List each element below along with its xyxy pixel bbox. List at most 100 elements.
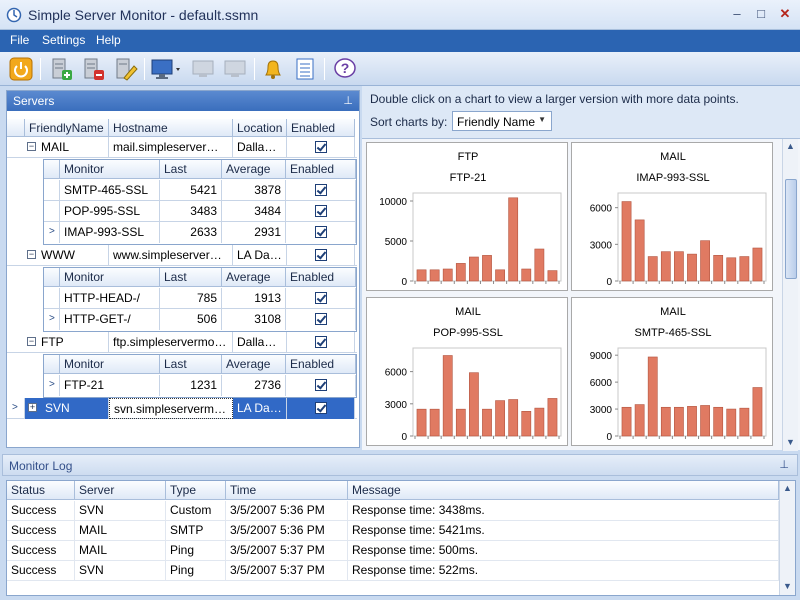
enabled-checkbox[interactable] <box>314 249 327 261</box>
collapse-icon[interactable]: − <box>27 141 36 151</box>
log-status: Success <box>7 501 75 521</box>
collapse-icon[interactable]: − <box>27 336 36 346</box>
col-header-hostname[interactable]: Hostname <box>109 119 233 137</box>
power-icon[interactable] <box>8 56 34 82</box>
add-monitor-icon[interactable] <box>150 56 182 82</box>
chart-title: MAIL <box>455 306 481 318</box>
monitor-row[interactable]: HTTP-HEAD-/ 785 1913 <box>44 288 356 309</box>
y-tick-label: 9000 <box>590 351 613 362</box>
collapse-icon[interactable]: − <box>27 249 36 259</box>
server-row-ftp[interactable]: − FTP ftp.simpleservermonit... Dallas ..… <box>7 332 357 353</box>
pin-icon[interactable]: ⊥ <box>343 95 353 107</box>
server-enabled <box>287 245 355 266</box>
log-type: Ping <box>166 541 226 561</box>
log-row[interactable]: Success MAIL SMTP 3/5/2007 5:36 PM Response … <box>7 521 779 541</box>
server-row-www[interactable]: − WWW www.simpleservermo... LA Dat... <box>7 245 357 266</box>
charts-scrollbar[interactable]: ▲ ▼ <box>782 139 798 451</box>
menu-file[interactable]: File <box>10 33 30 47</box>
scrollbar-thumb[interactable] <box>785 179 797 279</box>
monitor-name: IMAP-993-SSL <box>60 222 160 243</box>
minimize-button[interactable]: – <box>733 6 741 21</box>
enabled-checkbox[interactable] <box>314 205 327 217</box>
col-header-enabled[interactable]: Enabled <box>287 119 355 137</box>
col-header-last[interactable]: Last <box>160 355 222 374</box>
scroll-down-icon[interactable]: ▼ <box>786 437 795 447</box>
server-row-mail[interactable]: − MAIL mail.simpleservermoni... Dallas .… <box>7 137 357 158</box>
log-col-message[interactable]: Message <box>348 481 779 500</box>
log-col-server[interactable]: Server <box>75 481 166 500</box>
scroll-down-icon[interactable]: ▼ <box>783 581 792 591</box>
menu-settings[interactable]: Settings <box>42 33 86 47</box>
col-header-average[interactable]: Average <box>222 355 286 374</box>
log-server: MAIL <box>75 521 166 541</box>
col-header-monitor[interactable]: Monitor <box>60 268 160 287</box>
close-button[interactable]: ✕ <box>779 6 791 21</box>
bar <box>495 269 505 282</box>
expand-icon[interactable]: + <box>28 402 37 412</box>
monitor-row[interactable]: > FTP-21 1231 2736 <box>44 375 356 396</box>
log-status: Success <box>7 521 75 541</box>
window-title: Simple Server Monitor - default.ssmn <box>28 7 259 23</box>
chart-imap-993-ssl[interactable]: MAIL IMAP-993-SSL 6000 3000 0 <box>571 142 773 291</box>
log-scrollbar[interactable]: ▲ ▼ <box>779 481 795 595</box>
monitor-row[interactable]: > IMAP-993-SSL 2633 2931 <box>44 222 356 243</box>
scroll-up-icon[interactable]: ▲ <box>783 483 792 493</box>
chart-pop-995-ssl[interactable]: MAIL POP-995-SSL 6000 3000 0 <box>366 297 568 446</box>
enabled-checkbox[interactable] <box>314 184 327 196</box>
server-location: Dallas ... <box>233 332 287 353</box>
remove-monitor-icon[interactable] <box>190 56 216 82</box>
chart-ftp-21[interactable]: FTP FTP-21 10000 5000 0 <box>366 142 568 291</box>
alert-bell-icon[interactable] <box>260 56 286 82</box>
monitor-subgrid-ftp: Monitor Last Average Enabled > FTP-21 12… <box>43 354 357 398</box>
enabled-checkbox[interactable] <box>314 336 327 348</box>
edit-server-icon[interactable] <box>112 56 138 82</box>
log-col-type[interactable]: Type <box>166 481 226 500</box>
col-header-average[interactable]: Average <box>222 268 286 287</box>
add-server-icon[interactable] <box>48 56 74 82</box>
col-header-friendlyname[interactable]: FriendlyName <box>25 119 109 137</box>
enabled-checkbox[interactable] <box>314 141 327 153</box>
monitor-last: 1231 <box>160 375 222 396</box>
log-row[interactable]: Success SVN Ping 3/5/2007 5:37 PM Response t… <box>7 561 779 581</box>
y-tick-label: 0 <box>606 277 612 288</box>
col-header-enabled[interactable]: Enabled <box>286 268 356 287</box>
col-header-last[interactable]: Last <box>160 160 222 179</box>
col-header-monitor[interactable]: Monitor <box>60 355 160 374</box>
log-row[interactable]: Success SVN Custom 3/5/2007 5:36 PM Response… <box>7 501 779 521</box>
remove-server-icon[interactable] <box>80 56 106 82</box>
col-header-average[interactable]: Average <box>222 160 286 179</box>
log-time: 3/5/2007 5:37 PM <box>226 561 348 581</box>
col-header-last[interactable]: Last <box>160 268 222 287</box>
log-col-time[interactable]: Time <box>226 481 348 500</box>
bar <box>442 268 453 282</box>
enabled-checkbox[interactable] <box>314 402 327 414</box>
bar <box>547 398 558 437</box>
title-bar: Simple Server Monitor - default.ssmn – □… <box>0 0 800 30</box>
enabled-checkbox[interactable] <box>314 379 327 391</box>
scroll-up-icon[interactable]: ▲ <box>786 141 795 151</box>
maximize-button[interactable]: □ <box>757 6 765 21</box>
col-header-location[interactable]: Location <box>233 119 287 137</box>
enabled-checkbox[interactable] <box>314 313 327 325</box>
col-header-enabled[interactable]: Enabled <box>286 355 356 374</box>
server-row-svn[interactable]: > SVN + svn.simpleservermoni... LA Dat..… <box>7 398 357 419</box>
enabled-checkbox[interactable] <box>314 226 327 238</box>
monitor-row[interactable]: POP-995-SSL 3483 3484 <box>44 201 356 222</box>
enabled-checkbox[interactable] <box>314 292 327 304</box>
menu-help[interactable]: Help <box>96 33 121 47</box>
row-pointer-icon: > <box>49 313 55 324</box>
edit-monitor-icon[interactable] <box>222 56 248 82</box>
monitor-log-grid: Status Server Type Time Message Success S… <box>6 480 796 596</box>
sort-select[interactable]: Friendly Name ▼ <box>452 111 552 131</box>
monitor-row[interactable]: SMTP-465-SSL 5421 3878 <box>44 180 356 201</box>
log-row[interactable]: Success MAIL Ping 3/5/2007 5:37 PM Response … <box>7 541 779 561</box>
help-icon[interactable]: ? <box>332 56 358 82</box>
pin-icon[interactable]: ⊥ <box>779 459 789 471</box>
col-header-enabled[interactable]: Enabled <box>286 160 356 179</box>
chart-smtp-465-ssl[interactable]: MAIL SMTP-465-SSL 9000 6000 3000 0 <box>571 297 773 446</box>
log-list-icon[interactable] <box>292 56 318 82</box>
server-hostname: svn.simpleservermoni... <box>109 398 233 419</box>
monitor-row[interactable]: > HTTP-GET-/ 506 3108 <box>44 309 356 330</box>
log-col-status[interactable]: Status <box>7 481 75 500</box>
col-header-monitor[interactable]: Monitor <box>60 160 160 179</box>
